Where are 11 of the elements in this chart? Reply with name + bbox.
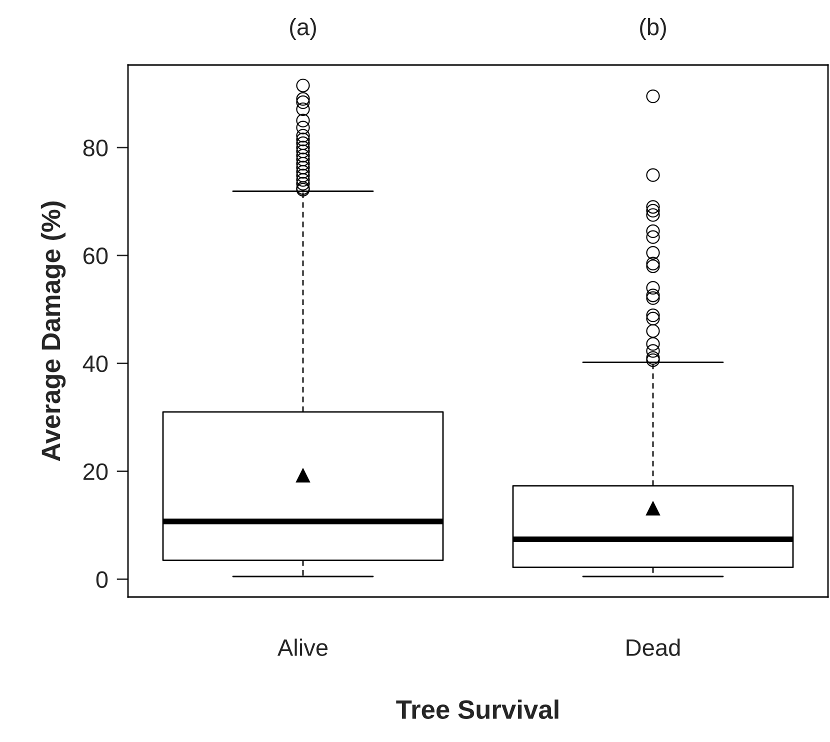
y-axis-title: Average Damage (%) [40,202,66,462]
x-axis-title: Tree Survival [396,700,558,719]
y-tick-label: 60 [83,248,108,264]
y-tick-label: 0 [96,571,108,588]
y-tick-label: 80 [83,140,108,156]
y-tick-label: 40 [82,355,108,372]
x-tick-label: Dead [626,638,680,656]
text: (b) [640,18,666,40]
x-tick-label: Alive [277,638,328,656]
y-tick-label: 20 [83,463,108,480]
text: (a) [290,18,316,40]
